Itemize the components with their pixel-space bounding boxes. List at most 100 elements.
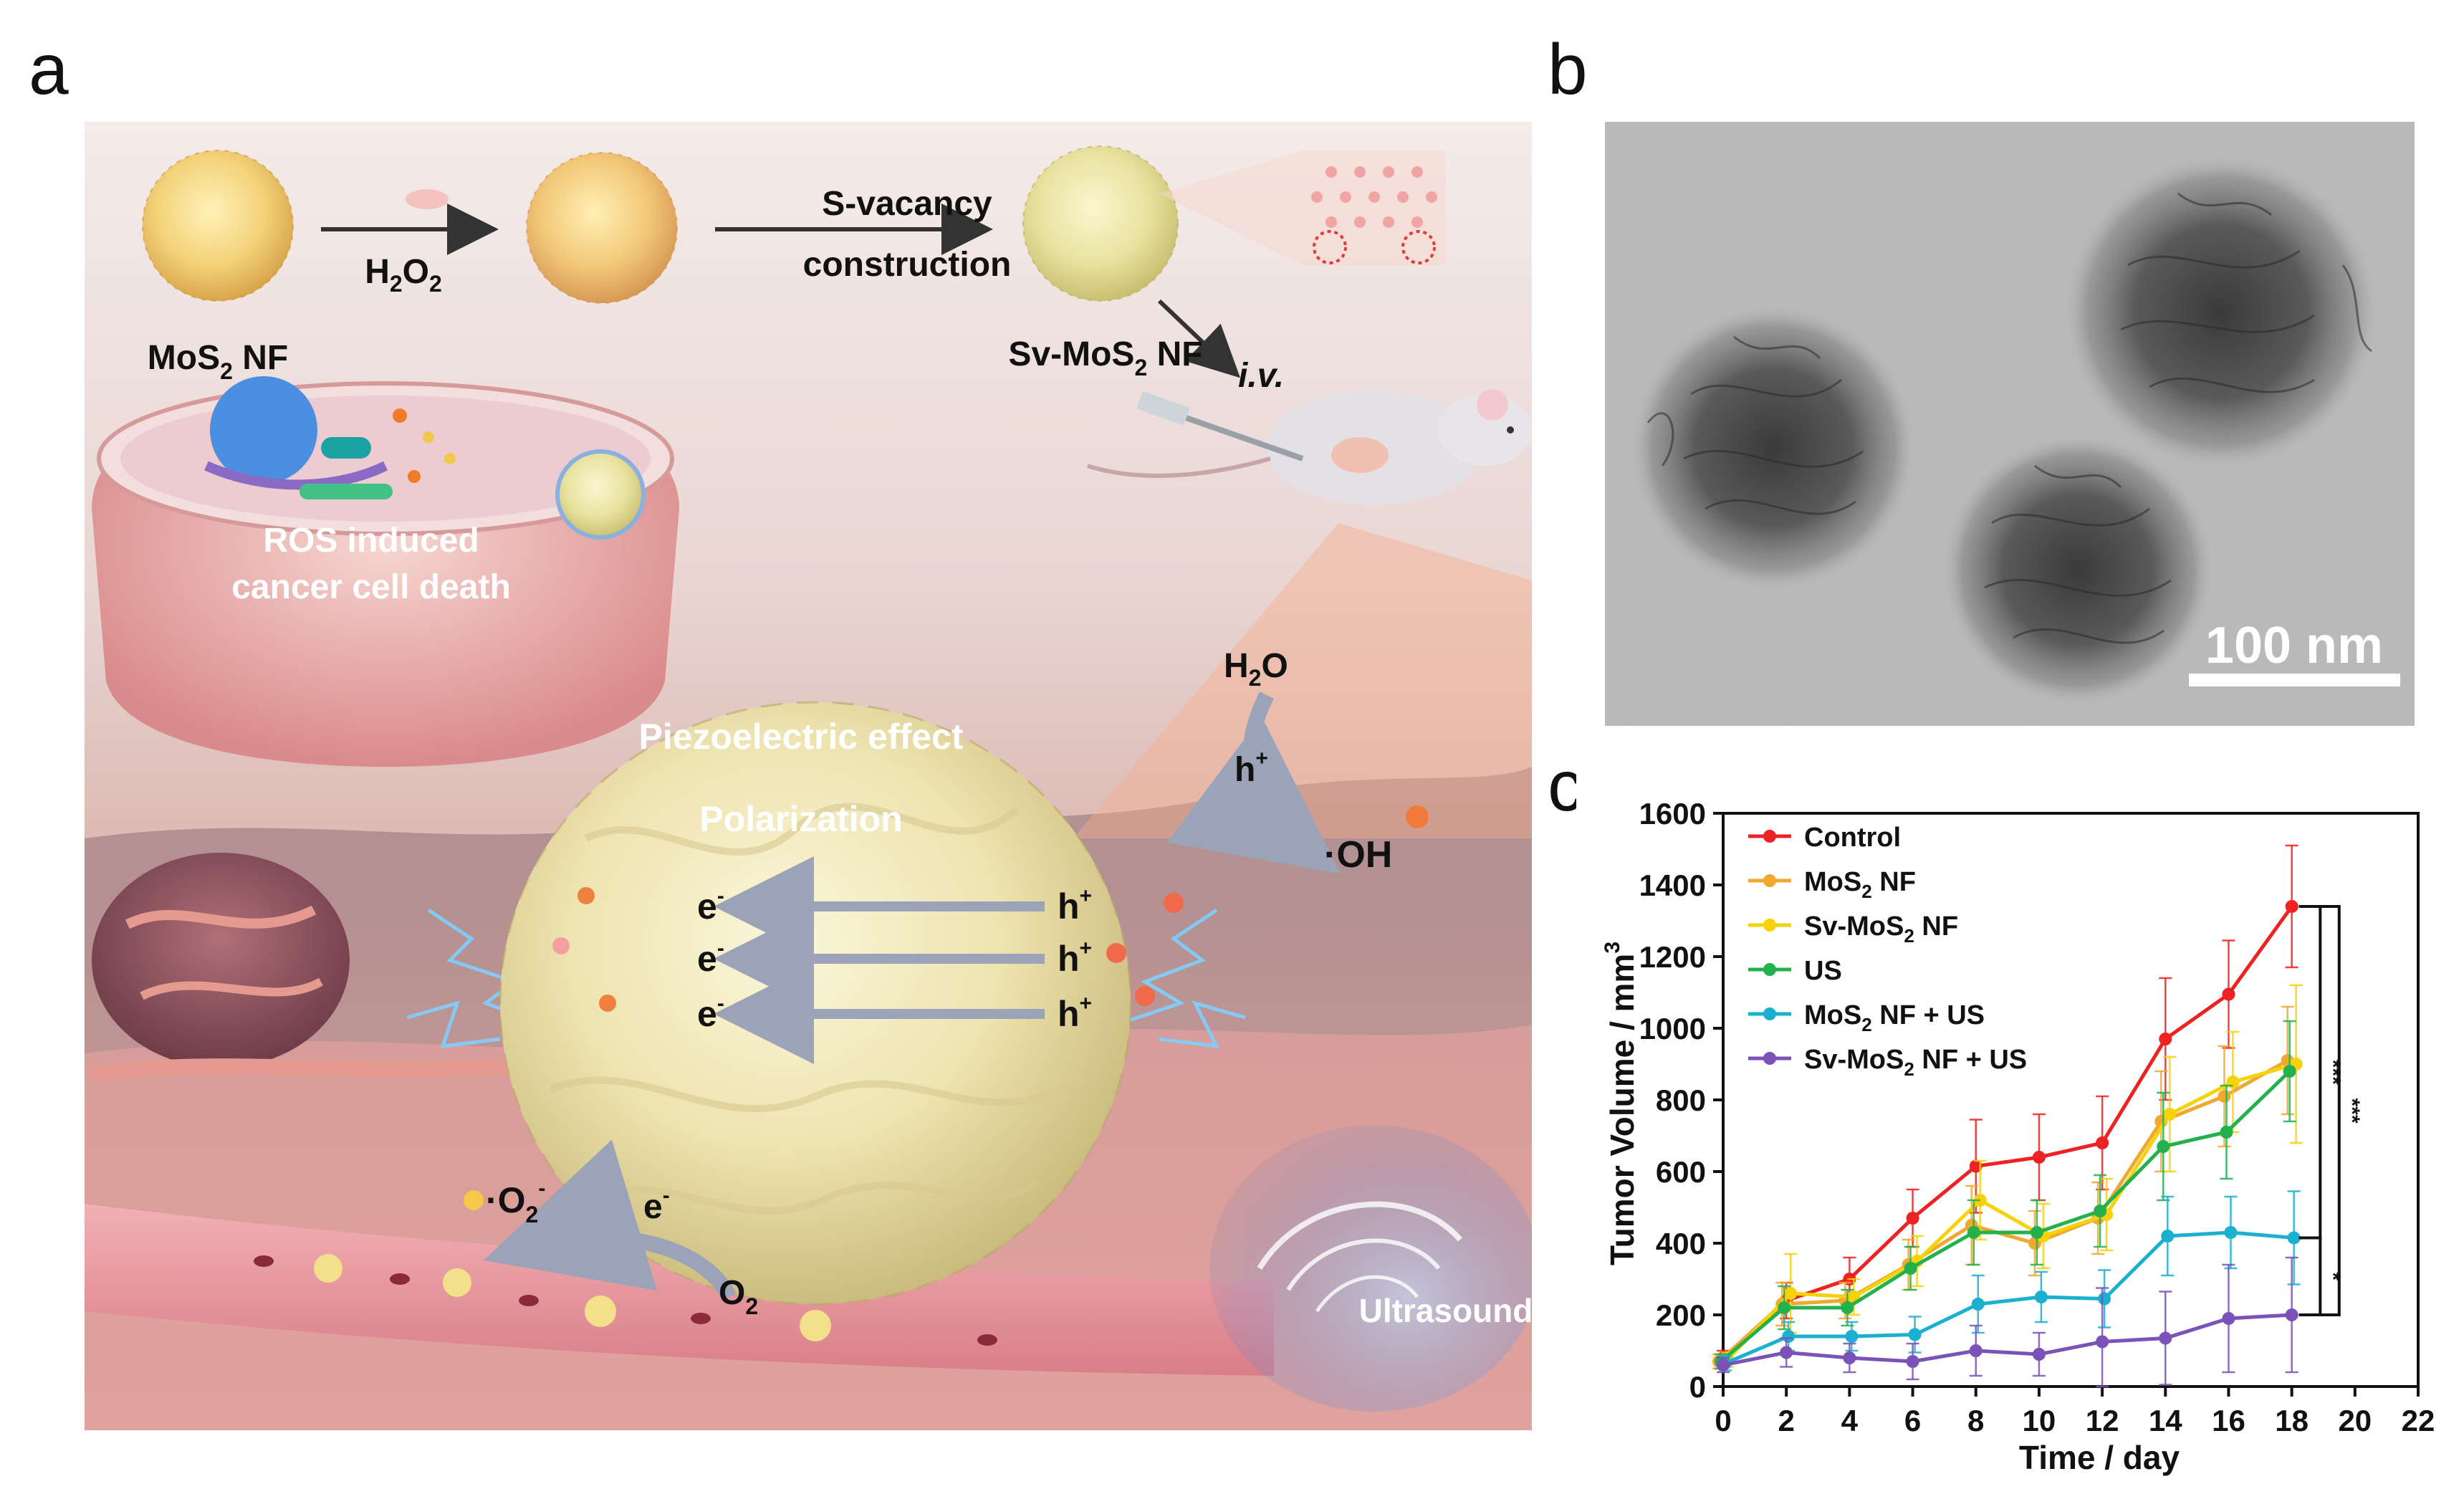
data-point (2094, 1205, 2107, 1217)
data-point (1967, 1226, 1980, 1239)
legend-entry-2: Sv-MoS2 NF (1748, 911, 1958, 947)
data-point (1904, 1262, 1917, 1275)
h2o2-droplet (406, 189, 449, 209)
data-point (1778, 1301, 1791, 1314)
series-3 (1715, 1020, 2296, 1370)
legend-entry-3: US (1748, 956, 1842, 986)
data-point (2032, 1151, 2046, 1164)
hole-label-1: h+ (1058, 884, 1092, 927)
etched-nanoflower (526, 152, 678, 304)
nanoflower-particle-1 (1630, 305, 1917, 591)
data-point (2159, 1331, 2172, 1345)
iv-label: i.v. (1238, 357, 1284, 395)
data-point (2163, 1108, 2177, 1121)
superoxide-label: ·O2- (486, 1177, 545, 1227)
data-point (2222, 1312, 2235, 1325)
x-tick-label: 16 (2212, 1404, 2245, 1437)
legend-entry-5: Sv-MoS2 NF + US (1748, 1045, 2027, 1080)
data-point (2226, 1076, 2240, 1088)
data-point (1906, 1355, 1919, 1368)
ultrasound-label: Ultrasound (1359, 1292, 1532, 1329)
legend-label: Control (1804, 823, 1901, 853)
x-tick-label: 2 (1778, 1404, 1795, 1437)
electron-label-3: e- (697, 992, 724, 1034)
axes: 0 2 4 6 8 10 12 14 16 18 20 22 0 200 400 600 800 1000 1200… (1639, 797, 2435, 1437)
syringe-illustration (1136, 391, 1304, 461)
series-line (1722, 905, 2293, 1359)
mouse-illustration (1087, 389, 1532, 505)
tumor-volume-chart: 0 2 4 6 8 10 12 14 16 18 20 22 0 200 400 600 800 1000 1200… (1576, 745, 2464, 1489)
y-axis-label: Tumor Volume / mm3 (1601, 942, 1641, 1265)
data-point (2220, 1126, 2233, 1139)
hole-label-2: h+ (1058, 937, 1092, 979)
data-point (1969, 1344, 1983, 1357)
legend-entry-4: MoS2 NF + US (1748, 1000, 1985, 1035)
h2o-label: H2O (1224, 647, 1288, 691)
data-point (1780, 1346, 1793, 1359)
data-point (2034, 1291, 2048, 1303)
nanoflower-particle-3 (2063, 154, 2379, 469)
series-line (1722, 1313, 2292, 1367)
data-point (1845, 1330, 1859, 1343)
data-point (1717, 1359, 1730, 1371)
data-point (2028, 1237, 2041, 1250)
significance-label: *** (2321, 1060, 2344, 1085)
data-point (1841, 1301, 1854, 1314)
legend-label: Sv-MoS2 NF (1804, 911, 1958, 947)
panel-label-a: a (29, 29, 69, 110)
h2o2-label: H2O2 (365, 253, 442, 297)
legend-label: MoS2 NF (1804, 867, 1916, 902)
iv-arrow (1157, 299, 1241, 378)
nucleus (210, 376, 317, 484)
legend-label: MoS2 NF + US (1804, 1000, 1985, 1035)
data-point (2096, 1335, 2109, 1349)
hole-label-oxidation: h+ (1235, 747, 1268, 789)
electron-label-reduction: e- (643, 1184, 670, 1226)
sv-mos2-nanoflower (1022, 145, 1179, 302)
svacancy-label-line1: S-vacancy (822, 185, 992, 223)
x-axis-label: Time / day (2019, 1439, 2180, 1476)
data-point (2287, 1231, 2301, 1245)
legend-entry-0: Control (1748, 823, 1901, 853)
x-tick-label: 8 (1967, 1404, 1984, 1437)
scale-bar (2189, 674, 2400, 686)
electron-label-1: e- (697, 884, 724, 927)
data-point (1782, 1330, 1796, 1343)
significance-label: *** (2340, 1098, 2364, 1123)
data-point (2285, 900, 2298, 913)
mechanism-scheme: ROS induced cancer cell death Ultrasound (85, 122, 1532, 1430)
legend-marker (1763, 830, 1776, 843)
large-sv-mos2-nanoflower (499, 701, 1132, 1306)
ros-label-line2: cancer cell death (231, 568, 511, 606)
y-tick-label: 800 (1656, 1083, 1706, 1117)
svacancy-label-line2: construction (803, 246, 1012, 284)
ros-label-line1: ROS induced (263, 522, 479, 560)
data-point (2157, 1140, 2170, 1153)
mos2-nanoflower (142, 150, 294, 302)
x-tick-label: 12 (2086, 1404, 2119, 1437)
legend-label: US (1804, 956, 1842, 986)
piezo-label: Piezoelectric effect (639, 717, 964, 757)
data-point (2161, 1230, 2175, 1243)
data-point (2096, 1136, 2109, 1149)
data-point (2218, 1090, 2231, 1103)
data-point (1969, 1159, 1983, 1173)
o2-reduction-arrow (483, 1139, 737, 1301)
hydroxyl-radical-label: ·OH (1324, 834, 1392, 876)
series-2 (1721, 984, 2303, 1368)
legend-marker (1763, 919, 1776, 932)
significance-layer: ******* (2298, 905, 2364, 1316)
x-tick-label: 4 (1841, 1404, 1859, 1437)
lattice-inset (1159, 150, 1446, 265)
data-point (2285, 1308, 2298, 1321)
data-point (1906, 1212, 1919, 1225)
y-tick-label: 600 (1656, 1155, 1706, 1189)
series-4 (1719, 1190, 2301, 1371)
data-point (1784, 1287, 1798, 1300)
series-5 (1717, 1256, 2298, 1388)
series-line (1726, 1062, 2297, 1361)
electron-label-2: e- (697, 937, 724, 979)
h2o-oxidation-arrow (1166, 691, 1341, 874)
data-point (2098, 1292, 2111, 1306)
data-point (2032, 1348, 2046, 1361)
